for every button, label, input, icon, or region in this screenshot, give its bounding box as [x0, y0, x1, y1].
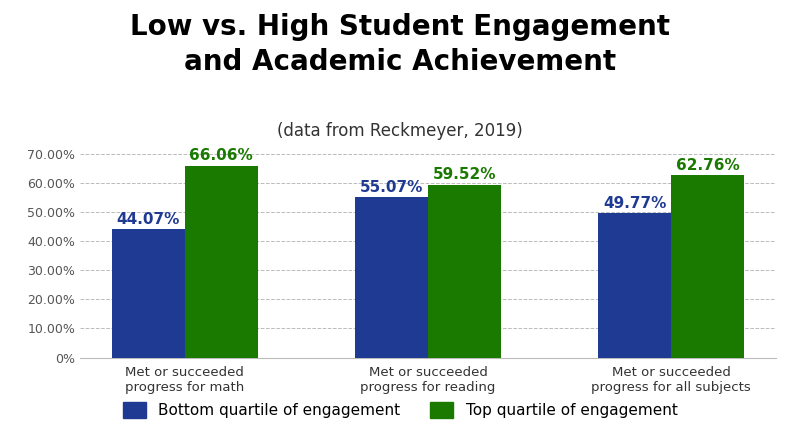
- Text: 44.07%: 44.07%: [117, 212, 180, 228]
- Text: Low vs. High Student Engagement
and Academic Achievement: Low vs. High Student Engagement and Acad…: [130, 13, 670, 76]
- Text: 55.07%: 55.07%: [360, 181, 423, 195]
- Bar: [185, 166, 258, 358]
- Bar: [355, 198, 428, 358]
- Text: 66.06%: 66.06%: [190, 149, 253, 164]
- Bar: [428, 184, 501, 358]
- Text: 49.77%: 49.77%: [603, 196, 666, 211]
- Text: (data from Reckmeyer, 2019): (data from Reckmeyer, 2019): [277, 122, 523, 140]
- Bar: [671, 175, 744, 358]
- Legend: Bottom quartile of engagement, Top quartile of engagement: Bottom quartile of engagement, Top quart…: [117, 396, 683, 424]
- Bar: [112, 229, 185, 358]
- Text: 62.76%: 62.76%: [676, 158, 740, 173]
- Bar: [598, 213, 671, 358]
- Text: 59.52%: 59.52%: [433, 167, 496, 183]
